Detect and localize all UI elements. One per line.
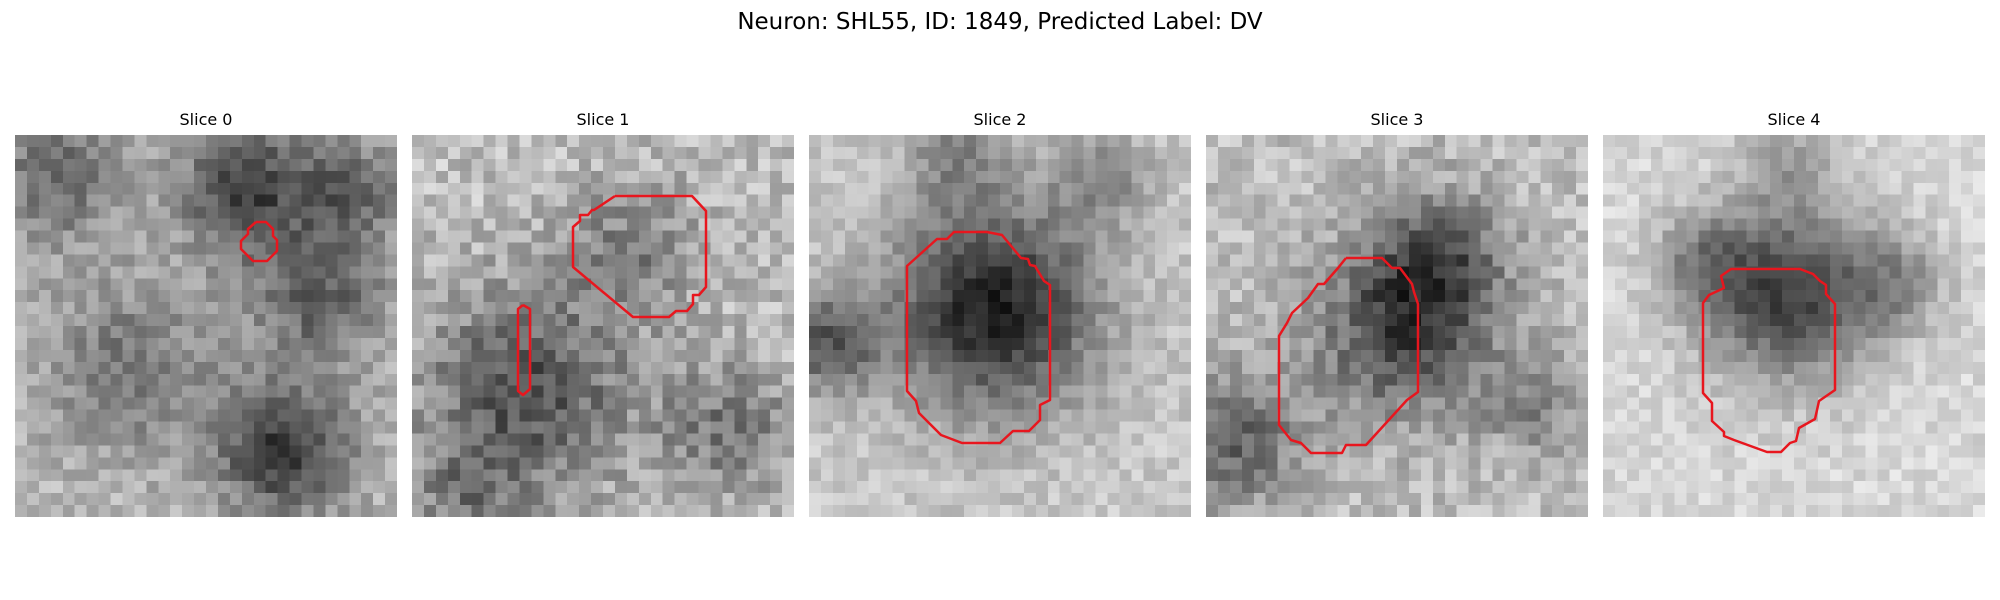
slice-1-image <box>412 135 794 517</box>
slice-4-image <box>1603 135 1985 517</box>
slice-3-title: Slice 3 <box>1370 110 1424 129</box>
slice-2-title: Slice 2 <box>973 110 1027 129</box>
slice-1-title: Slice 1 <box>576 110 630 129</box>
figure-title: Neuron: SHL55, ID: 1849, Predicted Label… <box>737 9 1263 35</box>
slice-2-image <box>809 135 1191 517</box>
slice-0-title: Slice 0 <box>179 110 233 129</box>
slice-3-image <box>1206 135 1588 517</box>
slice-0-image <box>15 135 397 517</box>
slice-4-title: Slice 4 <box>1767 110 1821 129</box>
